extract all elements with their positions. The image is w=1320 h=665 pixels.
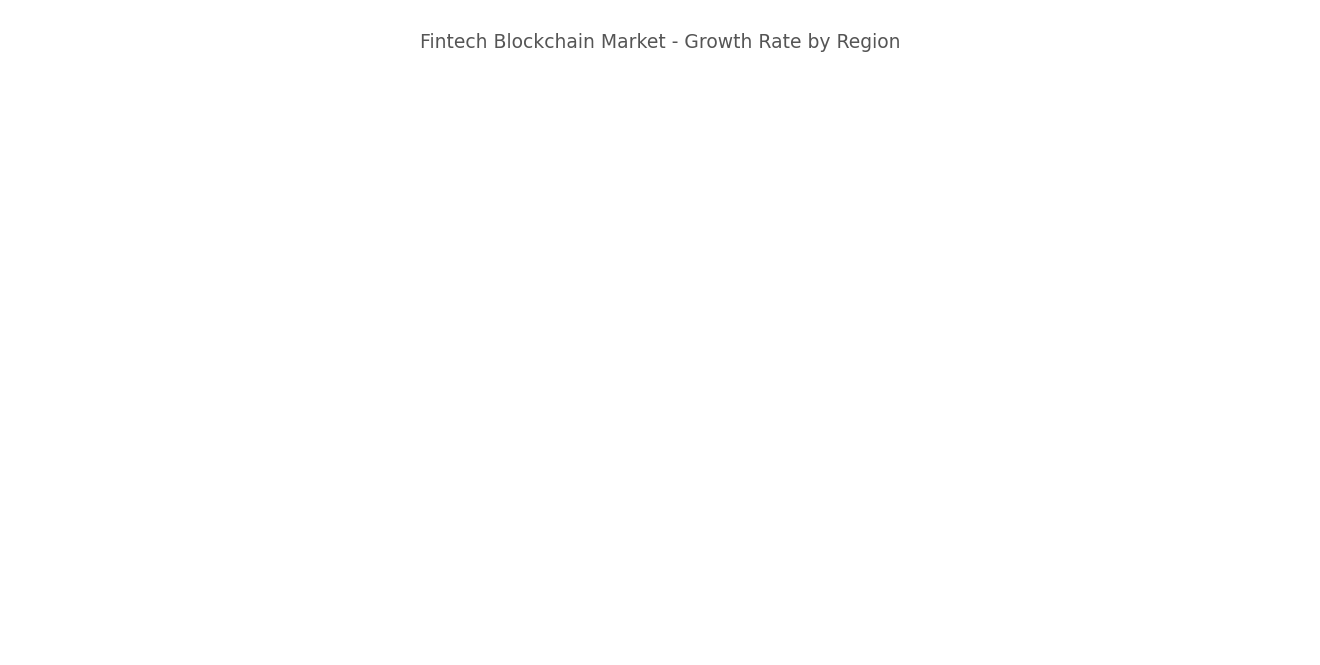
Text: Fintech Blockchain Market - Growth Rate by Region: Fintech Blockchain Market - Growth Rate …: [420, 33, 900, 53]
